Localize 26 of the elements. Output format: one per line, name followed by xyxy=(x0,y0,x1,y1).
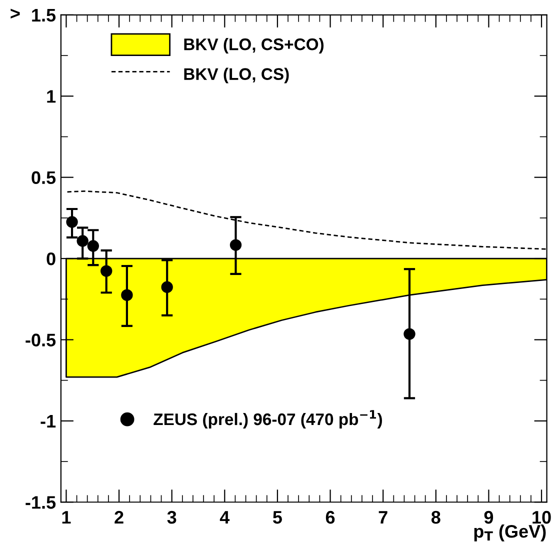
y-axis-title: > xyxy=(10,8,20,18)
y-tick-label: 1.5 xyxy=(32,9,56,22)
x-tick-label: 9 xyxy=(484,510,494,524)
x-tick-label: 2 xyxy=(114,510,124,524)
x-tick-label: 8 xyxy=(431,510,440,524)
point xyxy=(230,239,242,251)
point xyxy=(87,240,99,252)
x-tick-label: 3 xyxy=(167,510,176,524)
x-tick-label: 1 xyxy=(62,511,71,524)
x-tick-label: 6 xyxy=(326,510,335,524)
legend-label: BKV (LO, CS) xyxy=(184,68,289,84)
x-tick-label: 5 xyxy=(273,511,282,524)
y-tick-label: -1.5 xyxy=(26,496,56,509)
y-tick-label: 0.5 xyxy=(32,171,56,184)
x-tick-label: 10 xyxy=(532,510,551,524)
y-tick-label: 0 xyxy=(46,252,56,266)
y-tick-label: -0.5 xyxy=(26,334,56,346)
legend-label: ZEUS (prel.) 96-07 (470 pb$^{−1}$) xyxy=(154,410,382,429)
point xyxy=(66,216,78,228)
y-tick-label: 1 xyxy=(47,90,56,103)
x-axis-title: p$_{T}$ (GeV) xyxy=(474,524,546,542)
x-tick-label: 7 xyxy=(378,511,388,524)
legend-label: BKV (LO, CS+CO) xyxy=(184,38,324,54)
x-tick-label: 4 xyxy=(220,511,230,524)
y-tick-label: -1 xyxy=(40,415,56,428)
point xyxy=(76,235,88,247)
